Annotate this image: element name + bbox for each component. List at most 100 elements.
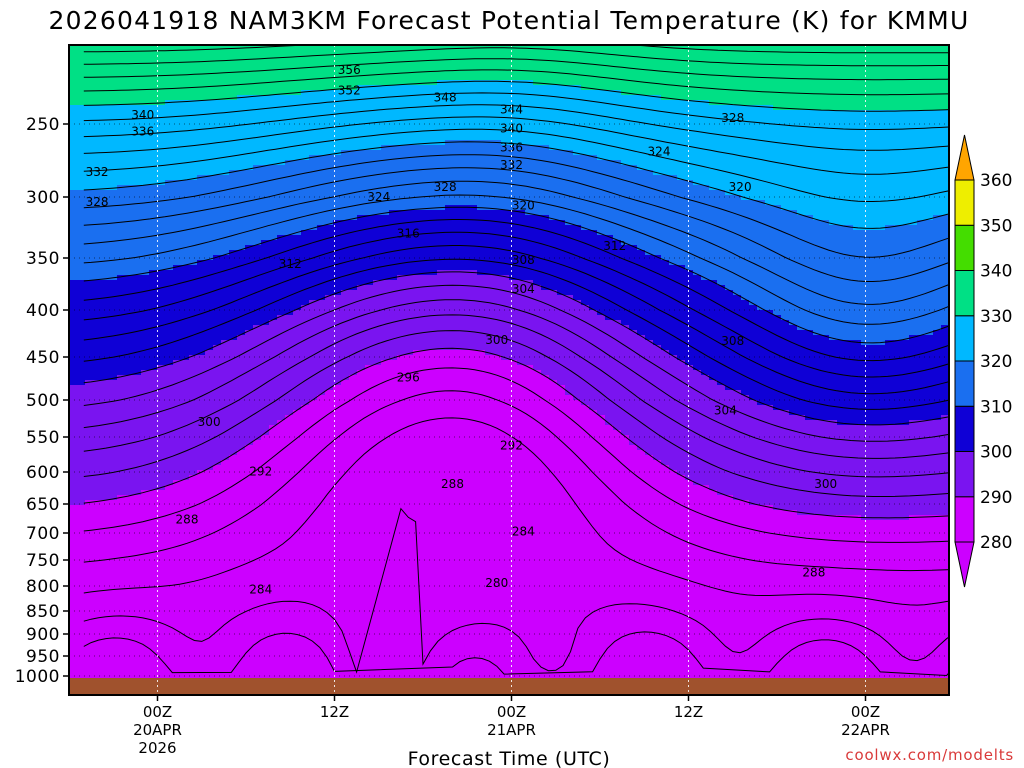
theta-cell bbox=[373, 260, 382, 266]
theta-cell bbox=[357, 175, 366, 181]
theta-cell bbox=[365, 230, 374, 236]
theta-cell bbox=[149, 385, 158, 391]
theta-cell bbox=[245, 540, 254, 546]
theta-cell bbox=[197, 345, 206, 351]
theta-cell bbox=[205, 115, 214, 121]
theta-cell bbox=[133, 495, 142, 501]
theta-cell bbox=[125, 625, 134, 631]
theta-cell bbox=[125, 485, 134, 491]
theta-cell bbox=[357, 255, 366, 261]
theta-cell bbox=[77, 330, 86, 336]
theta-cell bbox=[229, 105, 238, 111]
theta-cell bbox=[237, 360, 246, 366]
theta-cell bbox=[197, 245, 206, 251]
theta-cell bbox=[301, 70, 310, 76]
theta-cell bbox=[157, 105, 166, 111]
theta-cell bbox=[157, 80, 166, 86]
theta-cell bbox=[149, 305, 158, 311]
theta-cell bbox=[133, 675, 142, 681]
theta-cell bbox=[213, 420, 222, 426]
theta-cell bbox=[325, 655, 334, 661]
theta-cell bbox=[229, 570, 238, 576]
theta-cell bbox=[245, 615, 254, 621]
theta-cell bbox=[309, 395, 318, 401]
theta-cell bbox=[229, 255, 238, 261]
theta-cell bbox=[317, 280, 326, 286]
theta-cell bbox=[317, 95, 326, 101]
theta-cell bbox=[77, 140, 86, 146]
theta-cell bbox=[277, 540, 286, 546]
theta-cell bbox=[101, 110, 110, 116]
theta-cell bbox=[85, 130, 94, 136]
theta-cell bbox=[77, 325, 86, 331]
theta-cell bbox=[229, 505, 238, 511]
theta-cell bbox=[101, 620, 110, 626]
theta-cell bbox=[117, 55, 126, 61]
theta-cell bbox=[373, 645, 382, 651]
theta-cell bbox=[365, 105, 374, 111]
theta-cell bbox=[157, 630, 166, 636]
theta-cell bbox=[213, 520, 222, 526]
theta-cell bbox=[205, 650, 214, 656]
theta-cell bbox=[205, 175, 214, 181]
theta-cell bbox=[181, 495, 190, 501]
theta-cell bbox=[93, 405, 102, 411]
theta-cell bbox=[309, 115, 318, 121]
theta-cell bbox=[117, 395, 126, 401]
theta-cell bbox=[237, 305, 246, 311]
theta-cell bbox=[93, 300, 102, 306]
theta-cell bbox=[317, 625, 326, 631]
theta-cell bbox=[301, 250, 310, 256]
theta-cell bbox=[197, 495, 206, 501]
theta-cell bbox=[381, 80, 390, 86]
theta-cell bbox=[181, 415, 190, 421]
theta-cell bbox=[333, 545, 342, 551]
theta-cell bbox=[349, 255, 358, 261]
theta-cell bbox=[237, 135, 246, 141]
theta-cell bbox=[349, 205, 358, 211]
theta-cell bbox=[285, 155, 294, 161]
theta-cell bbox=[149, 50, 158, 56]
theta-cell bbox=[269, 95, 278, 101]
theta-cell bbox=[117, 455, 126, 461]
theta-cell bbox=[269, 305, 278, 311]
theta-cell bbox=[85, 90, 94, 96]
theta-cell bbox=[309, 155, 318, 161]
theta-cell bbox=[325, 315, 334, 321]
theta-cell bbox=[301, 625, 310, 631]
theta-cell bbox=[197, 145, 206, 151]
theta-cell bbox=[181, 205, 190, 211]
theta-cell bbox=[301, 380, 310, 386]
theta-cell bbox=[253, 175, 262, 181]
theta-cell bbox=[165, 460, 174, 466]
theta-cell bbox=[285, 515, 294, 521]
theta-cell bbox=[157, 590, 166, 596]
theta-cell bbox=[197, 370, 206, 376]
theta-cell bbox=[285, 65, 294, 71]
theta-cell bbox=[285, 200, 294, 206]
theta-cell bbox=[373, 655, 382, 661]
theta-cell bbox=[181, 255, 190, 261]
theta-cell bbox=[365, 330, 374, 336]
theta-cell bbox=[317, 670, 326, 676]
theta-cell bbox=[365, 75, 374, 81]
theta-cell bbox=[77, 450, 86, 456]
theta-cell bbox=[77, 540, 86, 546]
theta-cell bbox=[365, 355, 374, 361]
theta-cell bbox=[189, 125, 198, 131]
theta-cell bbox=[189, 90, 198, 96]
theta-cell bbox=[213, 60, 222, 66]
theta-cell bbox=[365, 290, 374, 296]
theta-cell bbox=[349, 435, 358, 441]
theta-cell bbox=[237, 260, 246, 266]
theta-cell bbox=[213, 225, 222, 231]
theta-cell bbox=[349, 180, 358, 186]
theta-cell bbox=[293, 350, 302, 356]
theta-cell bbox=[253, 245, 262, 251]
theta-cell bbox=[165, 380, 174, 386]
theta-cell bbox=[125, 75, 134, 81]
theta-cell bbox=[117, 375, 126, 381]
theta-cell bbox=[181, 100, 190, 106]
theta-cell bbox=[301, 210, 310, 216]
theta-cell bbox=[261, 475, 270, 481]
